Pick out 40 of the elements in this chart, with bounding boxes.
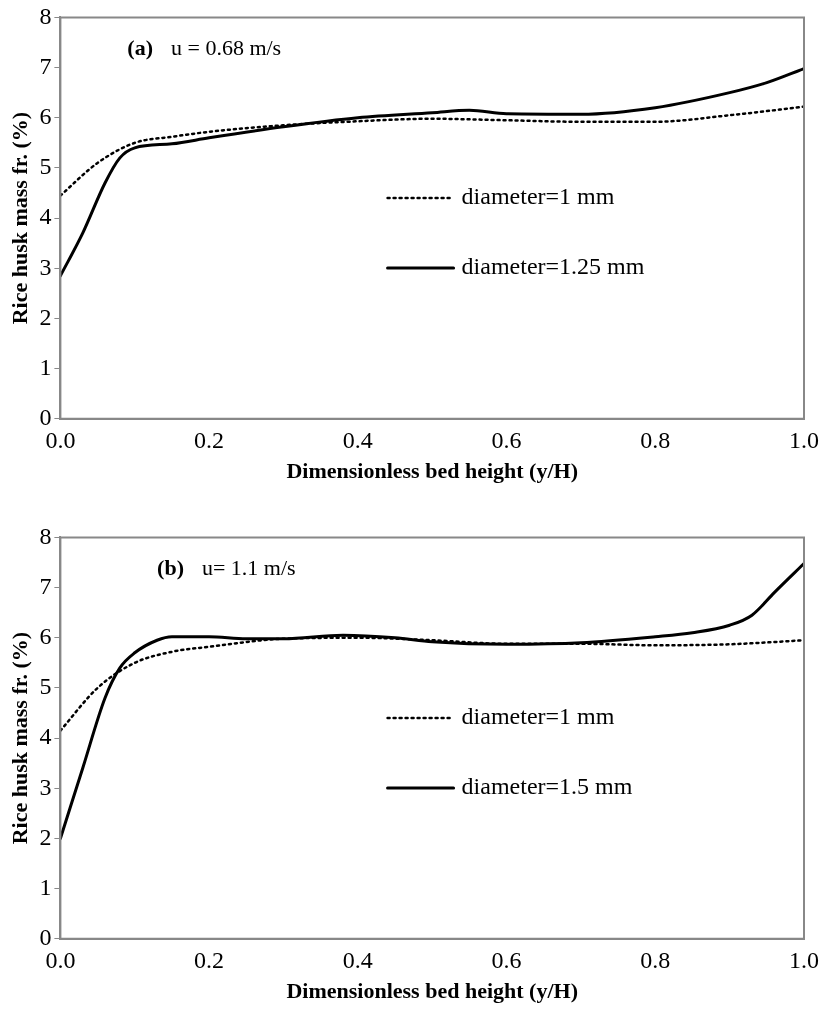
annotation: (a) (127, 35, 153, 61)
legend-label: diameter=1 mm (461, 183, 615, 210)
x-axis-title: Dimensionless bed height (y/H) (286, 978, 578, 1004)
y-axis-title: Rice husk mass fr. (%) (6, 111, 32, 325)
y-tick-label: 2 (39, 823, 52, 850)
y-tick-label: 4 (39, 723, 52, 750)
y-tick-label: 3 (39, 773, 52, 800)
annotation: u = 0.68 m/s (170, 35, 282, 61)
x-tick-label: 0.2 (194, 427, 225, 454)
x-tick-label: 0.8 (640, 427, 671, 454)
x-tick-label: 1.0 (789, 947, 819, 974)
legend-label: diameter=1 mm (461, 703, 615, 730)
y-tick-label: 1 (39, 873, 52, 900)
x-tick-label: 0.4 (342, 427, 373, 454)
line-series (60, 67, 804, 278)
y-tick-label: 3 (39, 253, 52, 280)
y-axis-title: Rice husk mass fr. (%) (6, 631, 32, 845)
x-tick-label: 1.0 (789, 427, 819, 454)
x-tick-label: 0.2 (194, 947, 225, 974)
legend-label: diameter=1.25 mm (461, 253, 645, 280)
annotation: (b) (157, 555, 184, 581)
x-tick-label: 0.8 (640, 947, 671, 974)
line-series (60, 561, 804, 840)
x-axis-title: Dimensionless bed height (y/H) (286, 458, 578, 484)
y-tick-label: 4 (39, 203, 52, 230)
x-tick-label: 0.6 (491, 947, 522, 974)
y-tick-label: 5 (39, 153, 52, 180)
x-tick-label: 0.6 (491, 427, 522, 454)
y-tick-label: 7 (39, 52, 52, 79)
y-tick-label: 7 (39, 572, 52, 599)
y-tick-label: 8 (39, 2, 52, 29)
y-tick-label: 6 (39, 623, 52, 650)
y-tick-label: 1 (39, 353, 52, 380)
y-tick-label: 5 (39, 673, 52, 700)
legend-label: diameter=1.5 mm (461, 773, 633, 800)
x-tick-label: 0.4 (342, 947, 373, 974)
y-tick-label: 2 (39, 303, 52, 330)
y-tick-label: 6 (39, 103, 52, 130)
y-tick-label: 8 (39, 522, 52, 549)
annotation: u= 1.1 m/s (201, 555, 296, 581)
